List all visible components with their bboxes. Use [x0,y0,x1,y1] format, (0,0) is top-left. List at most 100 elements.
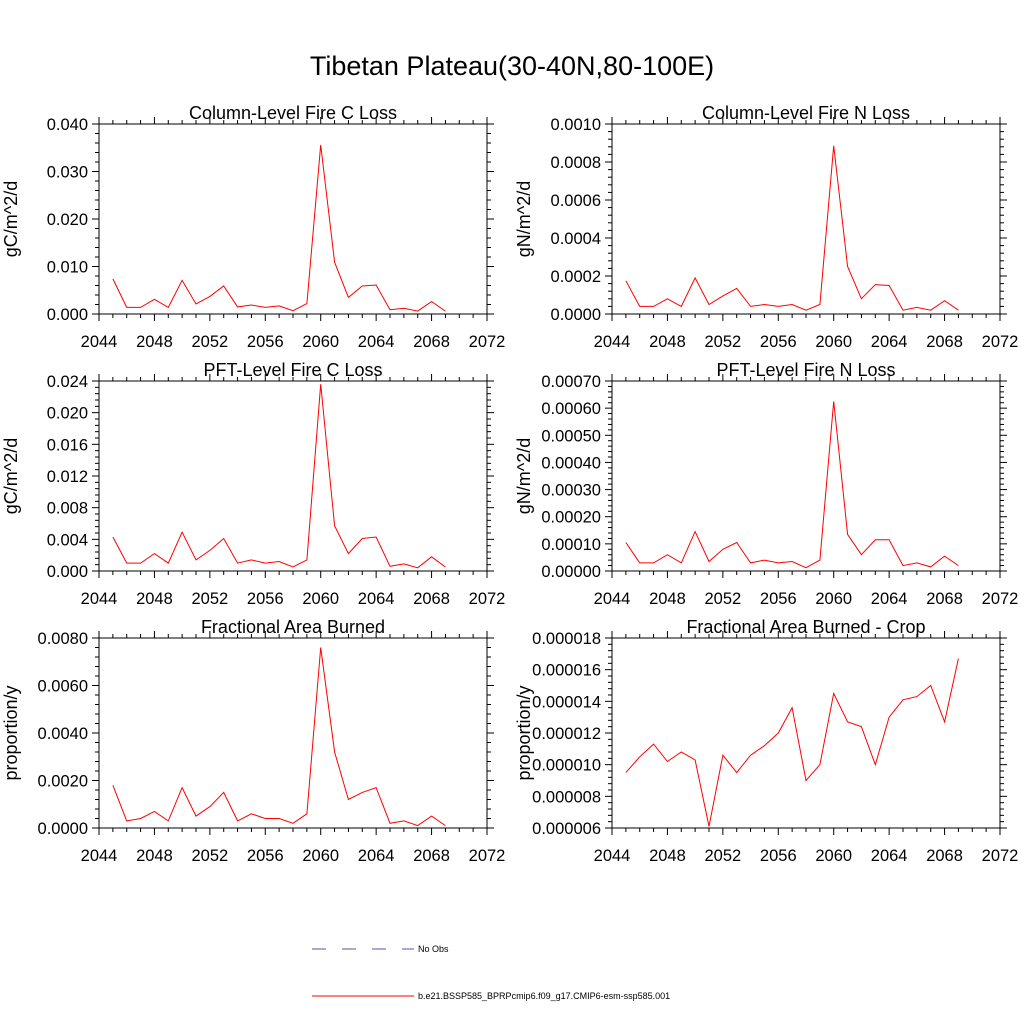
x-tick-label: 2072 [469,847,506,865]
x-tick-label: 2068 [926,847,963,865]
x-tick-label: 2044 [81,333,118,351]
x-tick-label: 2044 [594,847,631,865]
series-line [112,144,446,312]
legend-no-obs-label: No Obs [418,944,449,954]
x-tick-label: 2052 [191,333,228,351]
x-tick-label: 2044 [594,333,631,351]
chart-panel-6: Fractional Area Burned - Crop 2044 2048 205… [514,617,1018,865]
y-tick-label: 0.040 [47,116,88,134]
y-tick-label: 0.000 [47,306,88,324]
y-tick-label: 0.00060 [541,400,601,418]
x-tick-label: 2072 [469,590,506,608]
y-tick-label: 0.020 [47,211,88,229]
x-tick-label: 2052 [191,847,228,865]
x-tick-label: 2056 [247,333,284,351]
y-tick-label: 0.00000 [541,563,601,581]
y-tick-label: 0.0004 [551,230,601,248]
y-tick-label: 0.030 [47,164,88,182]
chart-panel-2: Column-Level Fire N Loss 2044 2048 2052 2056… [514,103,1018,351]
x-tick-label: 2060 [302,333,339,351]
x-tick-label: 2060 [815,590,852,608]
plot-frame [611,380,1001,572]
plot-frame [98,123,488,315]
panel-title: PFT-Level Fire N Loss [716,360,895,380]
x-tick-label: 2068 [413,590,450,608]
x-tick-label: 2044 [594,590,631,608]
x-tick-label: 2064 [358,847,395,865]
chart-panel-3: PFT-Level Fire C Loss 2044 2048 2052 2056 206… [1,360,505,608]
y-tick-label: 0.0000 [38,820,88,838]
x-tick-label: 2044 [81,590,118,608]
x-tick-label: 2048 [136,847,173,865]
x-tick-label: 2068 [413,333,450,351]
x-tick-label: 2060 [815,333,852,351]
y-tick-label: 0.0008 [551,154,601,172]
y-axis-label: gN/m^2/d [514,181,534,257]
x-tick-label: 2048 [649,590,686,608]
panel-title: Column-Level Fire C Loss [189,103,397,123]
series-line [112,647,446,827]
x-tick-label: 2072 [982,847,1019,865]
y-tick-label: 0.00050 [541,427,601,445]
chart-panel-5: Fractional Area Burned 2044 2048 2052 2056 20… [1,617,505,865]
x-tick-label: 2064 [871,590,908,608]
y-tick-label: 0.016 [47,436,88,454]
series-line [625,401,959,569]
chart-panel-1: Column-Level Fire C Loss 2044 2048 2052 2056… [1,103,505,351]
x-tick-label: 2064 [358,590,395,608]
x-tick-label: 2064 [358,333,395,351]
x-tick-label: 2056 [760,847,797,865]
x-tick-label: 2056 [247,590,284,608]
y-tick-label: 0.0002 [551,268,601,286]
x-tick-label: 2060 [302,847,339,865]
panel-title: Column-Level Fire N Loss [702,103,910,123]
x-tick-label: 2072 [982,590,1019,608]
y-tick-label: 0.004 [47,531,88,549]
legend: No Obs b.e21.BSSP585_BPRPcmip6.f09_g17.C… [312,944,670,1001]
y-tick-label: 0.0060 [38,678,88,696]
y-tick-label: 0.000014 [532,693,601,711]
y-tick-label: 0.00010 [541,536,601,554]
y-tick-label: 0.020 [47,405,88,423]
y-axis-label: proportion/y [514,685,534,780]
x-tick-label: 2052 [704,847,741,865]
y-tick-label: 0.000 [47,563,88,581]
y-tick-label: 0.024 [47,373,88,391]
y-tick-label: 0.00020 [541,509,601,527]
x-tick-label: 2052 [704,333,741,351]
y-axis-label: gN/m^2/d [514,438,534,514]
figure-title: Tibetan Plateau(30-40N,80-100E) [310,51,714,81]
x-tick-label: 2068 [413,847,450,865]
y-tick-label: 0.000006 [532,820,601,838]
panel-title: Fractional Area Burned - Crop [686,617,925,637]
x-tick-label: 2068 [926,333,963,351]
y-axis-label: proportion/y [1,685,21,780]
series-line [625,145,959,311]
x-tick-label: 2064 [871,847,908,865]
y-tick-label: 0.000008 [532,788,601,806]
x-tick-label: 2052 [191,590,228,608]
x-tick-label: 2044 [81,847,118,865]
plot-frame [98,380,488,572]
panels: Column-Level Fire C Loss 2044 2048 2052 2056… [1,103,1018,865]
x-tick-label: 2056 [247,847,284,865]
y-tick-label: 0.0020 [38,773,88,791]
y-tick-label: 0.008 [47,500,88,518]
x-tick-label: 2072 [982,333,1019,351]
y-tick-label: 0.010 [47,259,88,277]
legend-model-label: b.e21.BSSP585_BPRPcmip6.f09_g17.CMIP6-es… [418,991,670,1001]
y-tick-label: 0.000018 [532,630,601,648]
series-line [625,658,959,827]
plot-frame [98,637,488,829]
y-tick-label: 0.000010 [532,757,601,775]
x-tick-label: 2068 [926,590,963,608]
x-tick-label: 2048 [649,847,686,865]
x-tick-label: 2056 [760,590,797,608]
x-tick-label: 2048 [136,333,173,351]
x-tick-label: 2064 [871,333,908,351]
y-tick-label: 0.00040 [541,454,601,472]
y-tick-label: 0.0006 [551,192,601,210]
y-tick-label: 0.0080 [38,630,88,648]
plot-frame [611,123,1001,315]
x-tick-label: 2048 [136,590,173,608]
